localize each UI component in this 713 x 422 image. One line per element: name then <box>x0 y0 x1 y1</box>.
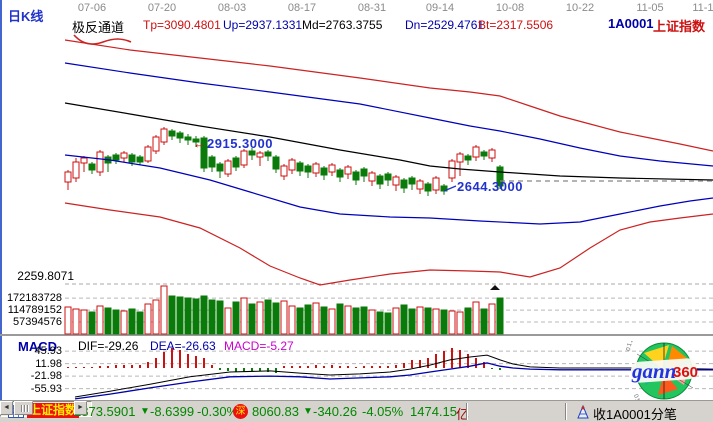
logo-number: 360 <box>673 364 698 381</box>
date-label: 07-06 <box>77 2 107 14</box>
turnover-unit: 亿 <box>456 407 470 422</box>
swing-low-annotation: 2644.3000 <box>457 179 523 194</box>
down-arrow-icon: ▼ <box>140 406 150 417</box>
macd-hist-value: MACD=-5.27 <box>224 339 294 353</box>
macd-axis-label: 11.98 <box>35 358 62 370</box>
swing-high-annotation: 2915.3000 <box>207 136 273 151</box>
price-axis-bottom-label: 2259.8071 <box>17 269 74 283</box>
status-bar: 上证指数 2873.5901 ▼ -8.6399 -0.30% 深 8060.8… <box>0 400 713 422</box>
date-label: 11-19 <box>692 2 713 14</box>
symbol-code: 1A0001 <box>608 16 654 31</box>
sz-market-icon[interactable]: 深 <box>233 404 248 419</box>
date-label: 09-14 <box>425 2 455 14</box>
statusbar-divider <box>466 403 467 420</box>
sh-index-pct: -0.30% <box>197 404 239 419</box>
macd-axis-label: -55.93 <box>30 383 62 395</box>
symbol-name: 上证指数 <box>653 19 706 34</box>
macd-axis-label: 45.93 <box>34 345 62 357</box>
sh-index-change: -8.6399 <box>150 404 195 419</box>
sz-index-pct: -4.05% <box>362 404 404 419</box>
kline-chart-canvas[interactable] <box>0 0 713 400</box>
date-label: 10-08 <box>495 2 525 14</box>
channel-bt-value: Bt=2317.5506 <box>478 18 554 32</box>
sz-index-value: 8060.83 <box>252 404 299 419</box>
sh-index-value: 2873.5901 <box>74 404 136 419</box>
channel-dn-value: Dn=2529.4761 <box>405 18 485 32</box>
volume-axis-label: 57394576 <box>13 316 62 328</box>
period-label[interactable]: 日K线 <box>8 9 44 24</box>
statusbar-divider <box>565 403 566 420</box>
indicator-name[interactable]: 极反通道 <box>72 20 125 35</box>
volume-axis-label: 172183728 <box>6 292 62 304</box>
volume-axis-label: 114789152 <box>7 304 62 316</box>
bottom-view-toggle[interactable]: 收1A0001分笔 <box>593 407 677 422</box>
window-left-border <box>0 0 2 400</box>
date-label: 08-31 <box>357 2 387 14</box>
down-arrow-icon: ▼ <box>303 406 313 417</box>
scrollbar-thumb[interactable] <box>14 401 33 415</box>
scroll-left-button[interactable]: ◄ <box>0 401 13 415</box>
macd-pane-title[interactable]: MACD <box>18 339 57 354</box>
scroll-right-button[interactable]: ► <box>74 401 87 415</box>
sz-index-change: -340.26 <box>313 404 358 419</box>
date-label: 08-03 <box>217 2 247 14</box>
high-annotation-arrow-icon: ← <box>193 136 206 151</box>
macd-dif-value: DIF=-29.26 <box>78 339 139 353</box>
logo-word: gann <box>631 359 676 383</box>
turnover-value: 1474.15 <box>410 404 457 419</box>
macd-dea-value: DEA=-26.63 <box>150 339 216 353</box>
date-label: 10-22 <box>565 2 595 14</box>
channel-md-value: Md=2763.3755 <box>302 18 383 32</box>
gann360-logo: 0123456789012 0123456789012 gann 360 <box>626 341 698 401</box>
channel-tp-value: Tp=3090.4801 <box>143 18 221 32</box>
index-name-badge[interactable]: 上证指数 <box>27 403 80 418</box>
macd-axis-label: -21.98 <box>30 370 62 382</box>
date-label: 08-17 <box>287 2 317 14</box>
minute-chart-icon[interactable] <box>576 404 590 419</box>
date-label: 11-05 <box>636 2 664 14</box>
date-label: 07-20 <box>147 2 177 14</box>
channel-up-value: Up=2937.1331 <box>223 18 303 32</box>
